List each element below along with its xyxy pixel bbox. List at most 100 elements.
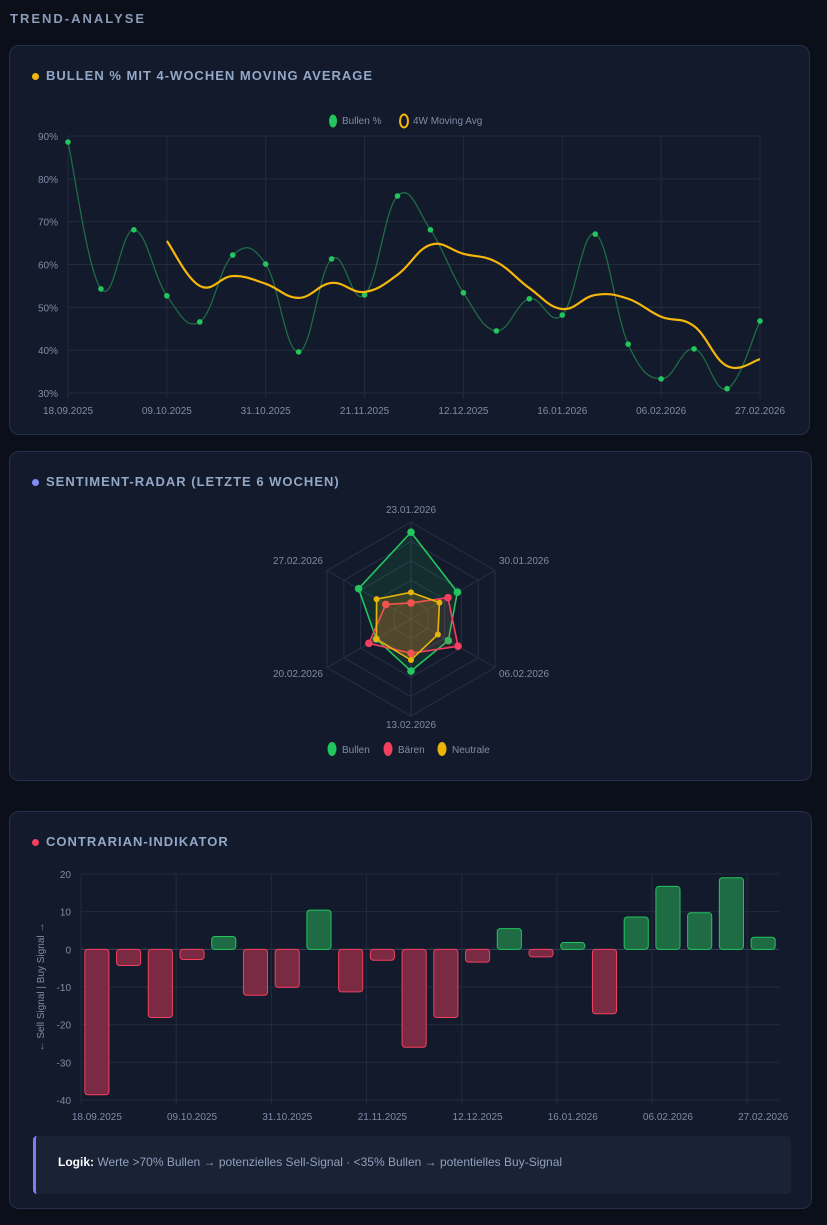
data-point-bullen [407, 667, 415, 675]
bar-buy-signal [496, 928, 522, 950]
data-point-bullen [262, 261, 269, 267]
legend-bullen-icon [329, 114, 337, 128]
data-point-bullen [98, 286, 104, 292]
bar-buy-signal [750, 936, 776, 950]
bar-sell-signal [242, 948, 269, 996]
bar-sell-signal [528, 948, 554, 958]
bar-sell-signal [179, 948, 205, 961]
bar-chart: -40 -30 -20 -10 0 10 20 18.09.2025 09.10.2025 31.… [36, 870, 789, 1123]
data-point-bullen [131, 227, 137, 233]
data-point-neutrale [373, 636, 380, 643]
y-tick-label: 30% [38, 389, 58, 400]
card-title: SENTIMENT-RADAR (LETZTE 6 WOCHEN) [46, 474, 340, 489]
data-point-bullen [407, 528, 415, 537]
x-tick-label: 18.09.2025 [43, 406, 93, 417]
y-tick-label: 10 [60, 908, 72, 919]
y-tick-label: -40 [57, 1096, 72, 1107]
bar-buy-signal [655, 885, 681, 950]
data-point-bullen [526, 295, 533, 302]
bar-sell-signal [147, 948, 173, 1019]
data-point-bullen [559, 312, 566, 318]
data-point-bullen [493, 328, 500, 334]
legend-label: Neutrale [452, 745, 490, 756]
bar-buy-signal [718, 877, 744, 950]
y-tick-label: 80% [38, 175, 58, 186]
bar-sell-signal [401, 948, 427, 1048]
bar-buy-signal [306, 909, 332, 950]
radar-spoke [410, 570, 496, 620]
bar-buy-signal [623, 916, 649, 950]
data-point-bullen [444, 636, 453, 645]
x-tick-label: 21.11.2025 [340, 406, 390, 417]
y-tick-label: 60% [38, 261, 58, 272]
data-point-neutrale [436, 599, 443, 606]
x-tick-label: 18.09.2025 [72, 1112, 122, 1123]
x-tick-label: 31.10.2025 [262, 1112, 312, 1123]
bar-sell-signal [274, 948, 300, 988]
data-point-baeren [407, 599, 415, 607]
data-point-baeren [444, 593, 452, 602]
section-title: TREND-ANALYSE [10, 11, 147, 26]
card-dot-icon [32, 479, 39, 486]
data-point-bullen [427, 227, 434, 233]
logic-label: Logik: [58, 1155, 94, 1169]
x-tick-label: 06.02.2026 [636, 406, 686, 417]
x-tick-label: 21.11.2025 [358, 1112, 408, 1123]
logic-text: Werte >70% Bullen → potenzielles Sell-Si… [97, 1155, 563, 1169]
y-tick-label: 0 [65, 945, 71, 956]
data-point-bullen [460, 289, 467, 296]
data-point-bullen [354, 584, 363, 593]
data-point-bullen [164, 292, 170, 299]
y-tick-label: 70% [38, 218, 58, 229]
data-point-baeren [454, 642, 462, 650]
x-tick-label: 12.12.2025 [438, 406, 488, 417]
radar-axis-label: 30.01.2026 [499, 556, 549, 567]
data-point-bullen [691, 346, 697, 352]
legend-moving-avg-icon [399, 113, 409, 129]
radar-chart: 23.01.2026 30.01.2026 06.02.2026 13.02.2026… [273, 505, 549, 756]
radar-axis-label: 06.02.2026 [499, 669, 549, 680]
radar-card: SENTIMENT-RADAR (LETZTE 6 WOCHEN) 23.01.… [9, 451, 812, 781]
data-point-baeren [381, 600, 390, 609]
data-point-neutrale [434, 631, 441, 638]
radar-axis-label: 13.02.2026 [386, 720, 436, 731]
x-tick-label: 09.10.2025 [167, 1112, 217, 1123]
y-tick-label: 50% [38, 303, 58, 314]
y-tick-label: 40% [38, 346, 58, 357]
legend-label: 4W Moving Avg [413, 116, 482, 127]
data-point-bullen [328, 256, 335, 262]
bar-sell-signal [116, 948, 142, 967]
y-tick-label: -20 [57, 1021, 72, 1032]
card-dot-icon [32, 73, 39, 80]
card-title: BULLEN % MIT 4-WOCHEN MOVING AVERAGE [46, 68, 374, 83]
bar-sell-signal [84, 948, 110, 1096]
x-tick-label: 12.12.2025 [453, 1112, 503, 1123]
data-point-baeren [365, 639, 373, 648]
bar-buy-signal [560, 942, 586, 950]
bar-buy-signal [211, 936, 237, 950]
bar-sell-signal [369, 948, 395, 961]
series-line-moving-avg [165, 240, 761, 370]
x-tick-label: 27.02.2026 [738, 1112, 788, 1123]
data-point-baeren [407, 649, 415, 658]
data-point-bullen [625, 341, 631, 347]
radar-axis-label: 20.02.2026 [273, 669, 323, 680]
trend-card: BULLEN % MIT 4-WOCHEN MOVING AVERAGE 30%… [9, 45, 810, 435]
data-point-neutrale [408, 656, 414, 663]
legend-label: Bären [398, 745, 425, 756]
data-point-bullen [229, 252, 236, 258]
legend-label: Bullen % [342, 116, 382, 127]
legend-baeren-icon [383, 742, 393, 756]
x-tick-label: 09.10.2025 [142, 406, 192, 417]
legend-label: Bullen [342, 745, 370, 756]
data-point-bullen [724, 385, 730, 392]
data-point-bullen [757, 318, 763, 324]
bar-sell-signal [338, 948, 364, 993]
data-point-bullen [394, 193, 401, 199]
x-tick-label: 16.01.2026 [548, 1112, 598, 1123]
x-tick-label: 16.01.2026 [537, 406, 587, 417]
legend-neutrale-icon [437, 742, 447, 756]
data-point-bullen [65, 139, 71, 145]
card-title: CONTRARIAN-INDIKATOR [46, 834, 229, 849]
radar-axis-label: 27.02.2026 [273, 556, 323, 567]
